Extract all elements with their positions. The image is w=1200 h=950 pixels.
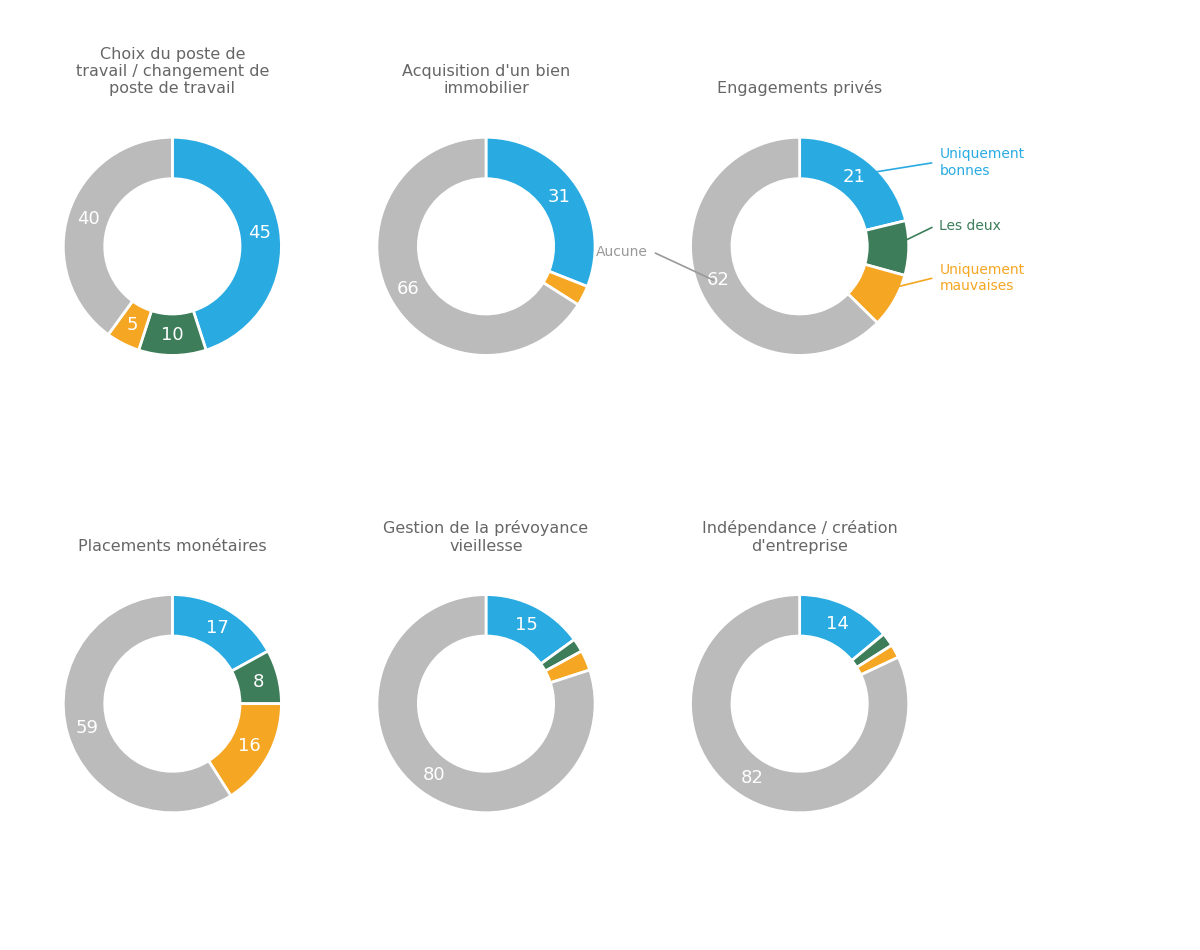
Text: 16: 16 — [239, 737, 262, 755]
Wedge shape — [852, 635, 892, 668]
Text: 14: 14 — [826, 615, 848, 633]
Wedge shape — [544, 272, 588, 305]
Text: 15: 15 — [515, 616, 538, 634]
Text: Aucune: Aucune — [596, 245, 648, 259]
Text: 62: 62 — [707, 272, 730, 290]
Text: 10: 10 — [161, 326, 184, 344]
Title: Choix du poste de
travail / changement de
poste de travail: Choix du poste de travail / changement d… — [76, 47, 269, 96]
Wedge shape — [173, 595, 268, 671]
Text: Uniquement
bonnes: Uniquement bonnes — [940, 147, 1025, 178]
Wedge shape — [139, 311, 206, 355]
Title: Acquisition d'un bien
immobilier: Acquisition d'un bien immobilier — [402, 64, 570, 96]
Text: 45: 45 — [248, 223, 271, 241]
Wedge shape — [377, 595, 595, 813]
Title: Indépendance / création
d'entreprise: Indépendance / création d'entreprise — [702, 521, 898, 554]
Text: 80: 80 — [422, 766, 445, 784]
Text: 82: 82 — [740, 770, 763, 788]
Wedge shape — [209, 704, 282, 796]
Wedge shape — [857, 645, 899, 674]
Text: 31: 31 — [547, 188, 570, 205]
Wedge shape — [545, 651, 589, 683]
Title: Engagements privés: Engagements privés — [718, 81, 882, 96]
Text: 17: 17 — [206, 618, 229, 637]
Wedge shape — [799, 595, 883, 660]
Title: Placements monétaires: Placements monétaires — [78, 539, 266, 554]
Text: 59: 59 — [76, 719, 100, 737]
Text: Uniquement
mauvaises: Uniquement mauvaises — [940, 262, 1025, 293]
Wedge shape — [64, 595, 230, 813]
Wedge shape — [173, 137, 282, 351]
Text: 21: 21 — [842, 168, 865, 186]
Wedge shape — [232, 651, 282, 704]
Wedge shape — [64, 137, 173, 334]
Wedge shape — [690, 595, 908, 813]
Wedge shape — [486, 137, 595, 287]
Wedge shape — [486, 595, 575, 664]
Text: 8: 8 — [252, 673, 264, 691]
Wedge shape — [865, 220, 908, 276]
Wedge shape — [848, 264, 905, 323]
Title: Gestion de la prévoyance
vieillesse: Gestion de la prévoyance vieillesse — [384, 521, 588, 554]
Wedge shape — [799, 137, 906, 231]
Wedge shape — [690, 137, 877, 355]
Wedge shape — [377, 137, 578, 355]
Text: Les deux: Les deux — [940, 219, 1001, 233]
Wedge shape — [108, 301, 151, 351]
Text: 5: 5 — [126, 316, 138, 334]
Text: 66: 66 — [397, 280, 420, 298]
Text: 40: 40 — [77, 210, 100, 228]
Wedge shape — [541, 639, 582, 671]
